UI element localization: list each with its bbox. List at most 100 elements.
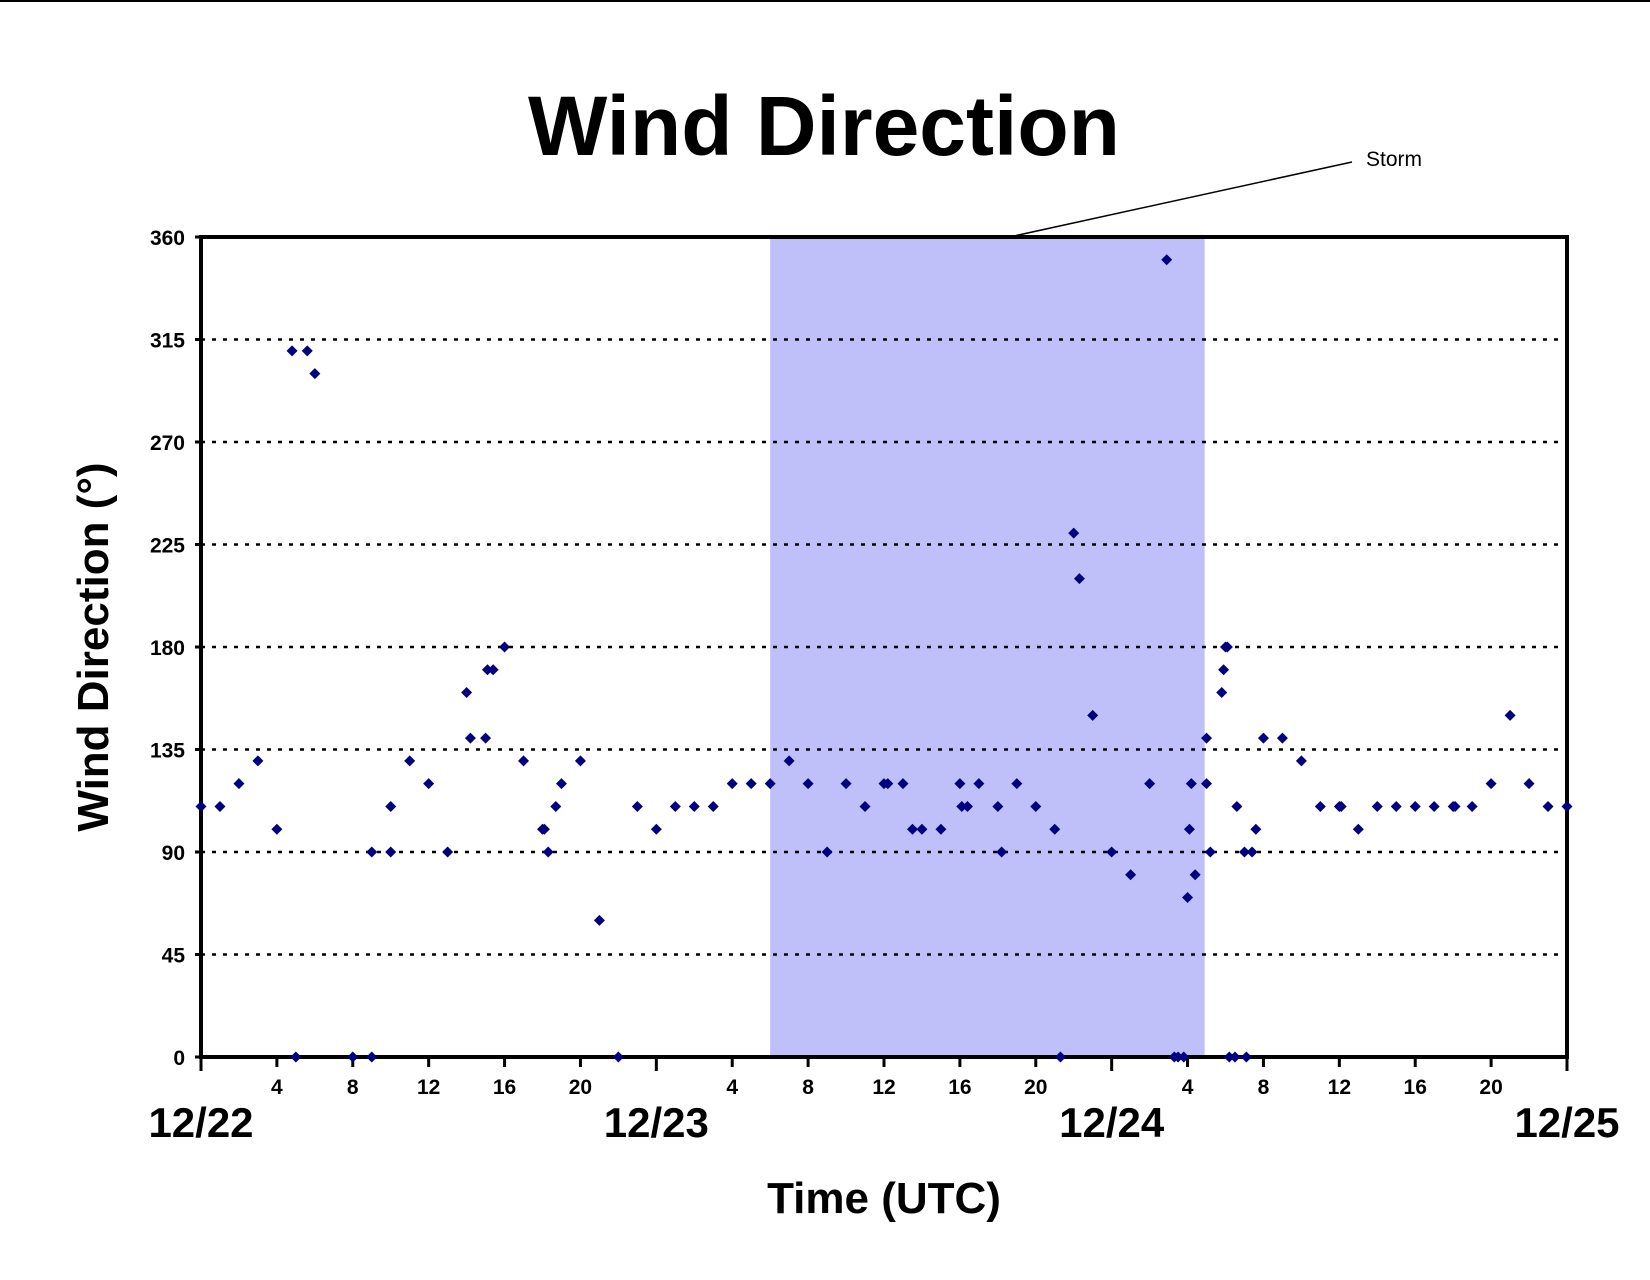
data-point: [669, 800, 681, 812]
data-point: [1185, 778, 1197, 790]
data-point: [385, 846, 397, 858]
data-point: [1073, 573, 1085, 585]
x-day-label: 12/23: [604, 1099, 709, 1146]
data-point: [1449, 800, 1461, 812]
data-point: [1189, 869, 1201, 881]
x-tick-label: 20: [1024, 1076, 1047, 1099]
data-point: [366, 846, 378, 858]
data-point: [1428, 800, 1440, 812]
data-point: [404, 755, 416, 767]
x-day-label: 12/24: [1059, 1099, 1165, 1146]
data-point: [650, 823, 662, 835]
data-point: [1240, 1051, 1252, 1063]
data-point: [423, 778, 435, 790]
x-day-label: 12/25: [1514, 1099, 1619, 1146]
data-point: [973, 778, 985, 790]
data-point: [726, 778, 738, 790]
data-point: [1223, 1051, 1235, 1063]
data-point: [688, 800, 700, 812]
data-point: [1371, 800, 1383, 812]
data-point: [1201, 778, 1213, 790]
x-tick-label: 8: [1258, 1076, 1270, 1099]
data-point: [480, 732, 492, 744]
data-point: [1182, 892, 1194, 904]
x-axis-label: Time (UTC): [767, 1174, 1001, 1223]
data-point: [1049, 823, 1061, 835]
data-point: [783, 755, 795, 767]
data-point: [916, 823, 928, 835]
data-point: [1485, 778, 1497, 790]
data-point: [195, 800, 207, 812]
data-point: [1054, 1051, 1066, 1063]
data-point: [309, 368, 321, 380]
data-point: [935, 823, 947, 835]
data-point: [1204, 846, 1216, 858]
data-point: [233, 778, 245, 790]
data-point: [961, 800, 973, 812]
data-point: [487, 664, 499, 676]
y-tick-label: 360: [150, 227, 185, 250]
x-tick-label: 12: [1328, 1076, 1351, 1099]
data-point: [464, 732, 476, 744]
data-point: [1011, 778, 1023, 790]
data-point: [1161, 254, 1173, 266]
data-point: [745, 778, 757, 790]
y-tick-label: 90: [162, 842, 185, 865]
data-point: [1229, 1051, 1241, 1063]
data-point: [542, 846, 554, 858]
x-tick-label: 4: [1182, 1076, 1194, 1099]
chart-title: Wind Direction: [528, 79, 1120, 173]
y-tick-label: 225: [150, 535, 185, 558]
data-point: [301, 345, 313, 357]
data-point: [271, 823, 283, 835]
x-tick-label: 8: [802, 1076, 814, 1099]
storm-callout-line: [1009, 161, 1353, 238]
data-point: [1238, 846, 1250, 858]
data-point: [1068, 527, 1080, 539]
x-tick-label: 8: [347, 1076, 359, 1099]
data-point: [1542, 800, 1554, 812]
data-point: [366, 1051, 378, 1063]
data-point: [840, 778, 852, 790]
data-point: [1106, 846, 1118, 858]
data-point: [1221, 641, 1233, 653]
data-point: [1257, 732, 1269, 744]
data-point: [1390, 800, 1402, 812]
data-point: [1246, 846, 1258, 858]
data-point: [1218, 664, 1230, 676]
data-point: [1409, 800, 1421, 812]
x-tick-label: 12: [872, 1076, 895, 1099]
data-point: [1125, 869, 1137, 881]
data-point: [956, 800, 968, 812]
y-tick-label: 180: [150, 637, 185, 660]
data-point: [214, 800, 226, 812]
data-point: [821, 846, 833, 858]
y-tick-label: 45: [162, 945, 186, 968]
data-point: [906, 823, 918, 835]
data-point: [518, 755, 530, 767]
data-point: [593, 914, 605, 926]
data-point: [1314, 800, 1326, 812]
data-point: [1201, 732, 1213, 744]
data-point: [252, 755, 264, 767]
data-point: [1216, 687, 1228, 699]
data-point: [1144, 778, 1156, 790]
x-tick-label: 16: [948, 1076, 971, 1099]
storm-label: Storm: [1366, 148, 1422, 171]
data-point: [954, 778, 966, 790]
data-point: [1276, 732, 1288, 744]
data-point: [764, 778, 776, 790]
x-tick-label: 4: [726, 1076, 738, 1099]
data-point: [461, 687, 473, 699]
data-point: [347, 1051, 359, 1063]
y-axis-label: Wind Direction (°): [69, 462, 118, 831]
data-point: [1523, 778, 1535, 790]
y-tick-label: 135: [150, 740, 185, 763]
data-point: [1295, 755, 1307, 767]
x-tick-label: 16: [1404, 1076, 1427, 1099]
data-point: [385, 800, 397, 812]
data-point: [612, 1051, 624, 1063]
y-tick-label: 270: [150, 432, 185, 455]
